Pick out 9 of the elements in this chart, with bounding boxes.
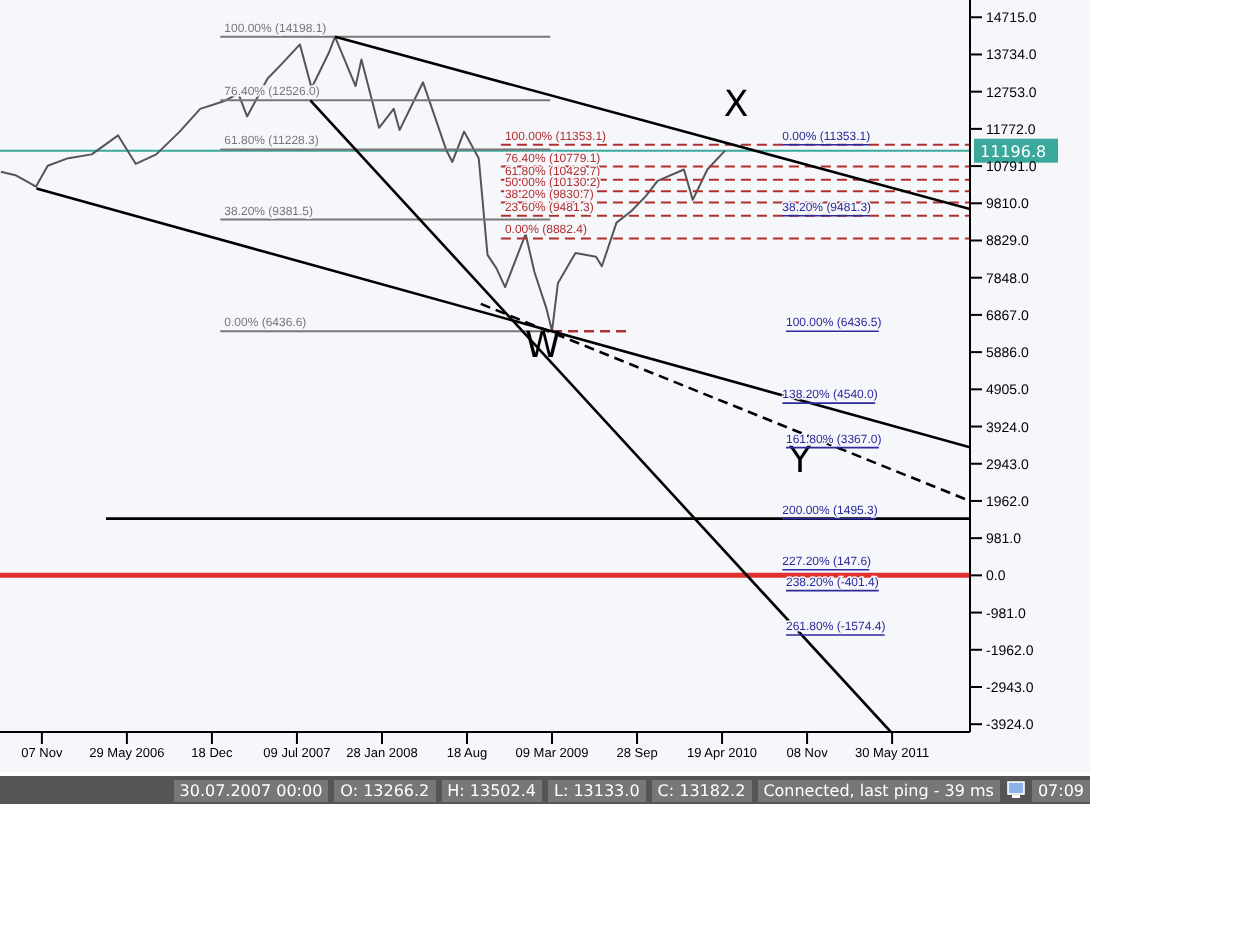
text: C: 13182.2 [651, 779, 752, 801]
text: Connected, last ping - 39 ms [757, 779, 1000, 801]
text: H: 13502.4 [441, 779, 542, 801]
ref-line-label: 11196.8 [980, 142, 1047, 161]
text: O: 13266.2 [334, 779, 436, 801]
text: L: 13133.0 [548, 779, 646, 801]
text: 30.07.2007 00:00 [173, 779, 329, 801]
annotation: X [723, 84, 749, 126]
text: 07:09 [1031, 779, 1090, 801]
